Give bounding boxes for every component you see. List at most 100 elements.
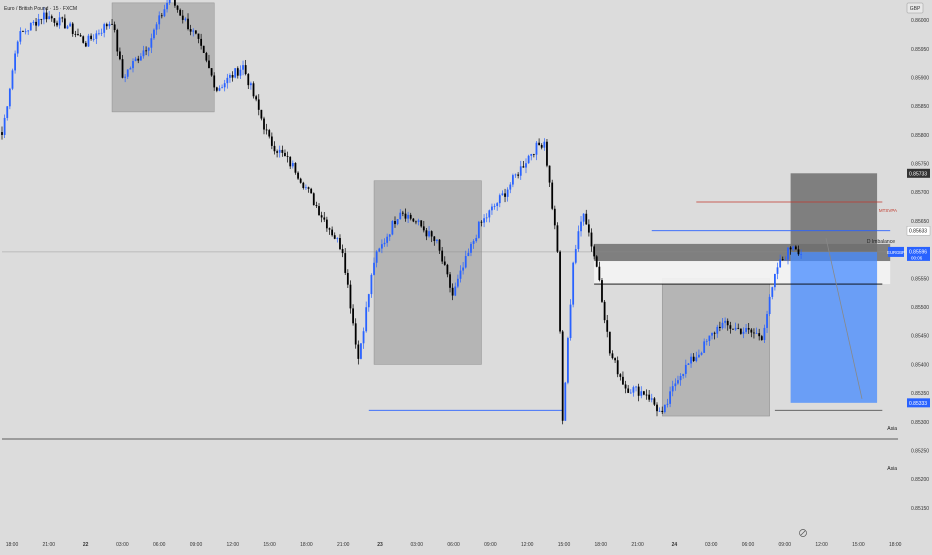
candle[interactable] bbox=[739, 328, 742, 335]
candle[interactable] bbox=[6, 106, 9, 121]
candle[interactable] bbox=[781, 256, 784, 261]
candle[interactable] bbox=[370, 273, 373, 298]
candle[interactable] bbox=[724, 317, 727, 329]
candle[interactable] bbox=[139, 53, 142, 61]
candle[interactable] bbox=[477, 220, 480, 239]
candle[interactable] bbox=[87, 33, 90, 48]
candle[interactable] bbox=[567, 336, 569, 385]
candle[interactable] bbox=[501, 190, 504, 196]
candle[interactable] bbox=[687, 363, 690, 365]
candle[interactable] bbox=[734, 322, 737, 331]
time-axis[interactable]: 18:00 21:00 22 03:00 06:00 09:00 12:00 15:00 18:… bbox=[6, 529, 902, 549]
candle[interactable] bbox=[443, 256, 446, 266]
candle[interactable] bbox=[14, 50, 16, 74]
candle[interactable] bbox=[519, 160, 522, 180]
candle[interactable] bbox=[462, 261, 465, 275]
candle[interactable] bbox=[467, 248, 470, 257]
candle[interactable] bbox=[218, 85, 221, 92]
candle[interactable] bbox=[538, 138, 540, 146]
candle[interactable] bbox=[278, 145, 281, 158]
candle[interactable] bbox=[244, 59, 247, 76]
candle[interactable] bbox=[333, 232, 336, 240]
stop-zone-zone[interactable] bbox=[790, 173, 878, 252]
candle[interactable] bbox=[383, 238, 386, 247]
candle[interactable] bbox=[611, 350, 614, 360]
candle[interactable] bbox=[103, 22, 106, 38]
candle[interactable] bbox=[682, 373, 685, 379]
candle[interactable] bbox=[388, 233, 391, 241]
candle[interactable] bbox=[771, 286, 774, 300]
candle[interactable] bbox=[19, 27, 22, 45]
candle[interactable] bbox=[367, 293, 370, 312]
candle[interactable] bbox=[273, 141, 276, 155]
candle[interactable] bbox=[181, 10, 184, 24]
candle[interactable] bbox=[637, 383, 640, 402]
candle[interactable] bbox=[378, 247, 381, 253]
candle[interactable] bbox=[551, 179, 554, 211]
candle[interactable] bbox=[71, 22, 74, 37]
candle[interactable] bbox=[648, 389, 651, 402]
candle[interactable] bbox=[357, 340, 360, 365]
candle[interactable] bbox=[129, 66, 132, 70]
candle[interactable] bbox=[608, 331, 611, 356]
candle[interactable] bbox=[412, 217, 415, 223]
candle[interactable] bbox=[213, 72, 216, 91]
candle[interactable] bbox=[742, 327, 745, 339]
candle[interactable] bbox=[299, 177, 302, 184]
candle[interactable] bbox=[92, 34, 95, 42]
candle[interactable] bbox=[718, 321, 721, 332]
candle[interactable] bbox=[616, 356, 619, 378]
candle[interactable] bbox=[291, 160, 294, 169]
candle[interactable] bbox=[27, 30, 30, 35]
candle[interactable] bbox=[229, 73, 231, 83]
candle[interactable] bbox=[344, 248, 347, 275]
candle[interactable] bbox=[189, 24, 192, 36]
candle[interactable] bbox=[194, 29, 197, 35]
candle[interactable] bbox=[713, 331, 716, 340]
price-tag[interactable]: 0.85633 bbox=[906, 225, 931, 236]
candle[interactable] bbox=[160, 13, 163, 19]
candle[interactable] bbox=[512, 173, 514, 188]
candle[interactable] bbox=[205, 51, 208, 63]
candle[interactable] bbox=[514, 173, 517, 178]
candle[interactable] bbox=[150, 33, 153, 54]
candle[interactable] bbox=[491, 203, 493, 215]
candle[interactable] bbox=[158, 11, 161, 30]
candle[interactable] bbox=[111, 18, 113, 26]
candle[interactable] bbox=[732, 328, 734, 330]
candle[interactable] bbox=[598, 261, 601, 282]
candle[interactable] bbox=[113, 21, 116, 33]
symbol-title[interactable]: Euro / British Pound · 15 · FXCM bbox=[4, 6, 77, 12]
candle[interactable] bbox=[569, 299, 572, 341]
candle[interactable] bbox=[527, 154, 530, 164]
price-tag[interactable]: 0.85333 bbox=[907, 398, 930, 408]
candle[interactable] bbox=[433, 235, 436, 246]
candle[interactable] bbox=[58, 12, 61, 29]
candle[interactable] bbox=[155, 22, 158, 35]
candle[interactable] bbox=[346, 269, 349, 288]
candle[interactable] bbox=[422, 220, 425, 233]
candle[interactable] bbox=[396, 219, 399, 226]
price-tag[interactable]: 0.85733 bbox=[907, 168, 930, 178]
candle[interactable] bbox=[29, 22, 32, 31]
candle[interactable] bbox=[323, 211, 326, 222]
candle[interactable] bbox=[145, 46, 147, 56]
candle[interactable] bbox=[239, 65, 242, 80]
candle[interactable] bbox=[153, 28, 155, 40]
candle[interactable] bbox=[307, 186, 310, 193]
candle[interactable] bbox=[789, 246, 792, 255]
candle[interactable] bbox=[564, 381, 567, 421]
candle[interactable] bbox=[595, 255, 598, 268]
candle[interactable] bbox=[493, 203, 496, 210]
candle[interactable] bbox=[134, 56, 137, 62]
candle[interactable] bbox=[496, 202, 499, 211]
candle[interactable] bbox=[37, 13, 40, 27]
candle[interactable] bbox=[428, 226, 430, 238]
candle[interactable] bbox=[504, 188, 506, 203]
candle[interactable] bbox=[82, 35, 85, 44]
candle[interactable] bbox=[794, 245, 797, 250]
candle[interactable] bbox=[336, 237, 339, 243]
asia-range-24-zone[interactable] bbox=[661, 278, 770, 417]
candle[interactable] bbox=[661, 406, 664, 415]
